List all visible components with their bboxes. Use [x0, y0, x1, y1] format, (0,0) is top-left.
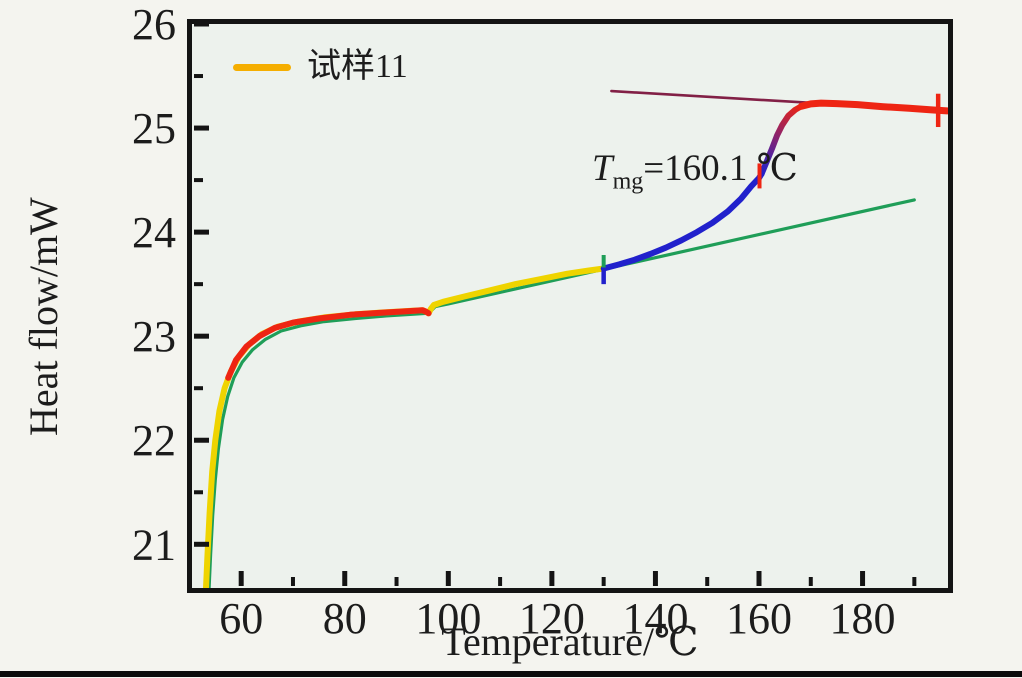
y-tick-label: 26 — [132, 0, 176, 49]
y-axis-title: Heat flow/mW — [21, 197, 66, 436]
tmg-symbol: T — [592, 148, 613, 189]
x-tick-label: 180 — [830, 594, 896, 643]
y-tick-label: 21 — [132, 520, 176, 569]
tmg-subscript: mg — [612, 168, 644, 195]
legend-label: 试样11 — [307, 48, 408, 85]
legend-line-swatch — [233, 63, 291, 71]
x-tick-label: 140 — [622, 594, 688, 643]
x-tick-label: 80 — [323, 594, 367, 643]
series-group — [203, 89, 948, 588]
x-tick-label: 60 — [219, 594, 263, 643]
x-axis-title: Temperature/℃ — [441, 619, 699, 664]
y-tick-label: 23 — [132, 312, 176, 361]
series-transition-gradient — [758, 103, 805, 177]
y-tick-label: 24 — [132, 208, 176, 257]
y-tick-label: 22 — [132, 416, 176, 465]
series-transition-blue — [600, 170, 765, 272]
series-plateau-red — [798, 99, 948, 115]
tmg-annotation: Tmg=160.1 ℃ — [592, 150, 798, 193]
plot-frame — [187, 19, 953, 593]
ticks-group: 60 80 100 120 140 160 180 21 22 23 24 25 26 — [132, 0, 917, 643]
plot-area — [192, 24, 948, 588]
x-tick-label: 100 — [415, 594, 481, 643]
legend: 试样11 — [233, 50, 408, 84]
x-tick-label: 160 — [726, 594, 792, 643]
marker-group — [601, 93, 941, 285]
x-tick-label: 120 — [519, 594, 585, 643]
series-upper-baseline-maroon — [610, 89, 825, 105]
bottom-divider-bar — [0, 671, 1022, 677]
tmg-value: =160.1 ℃ — [643, 148, 799, 189]
y-tick-label: 25 — [132, 104, 176, 153]
series-analysis-red-low — [225, 307, 432, 381]
